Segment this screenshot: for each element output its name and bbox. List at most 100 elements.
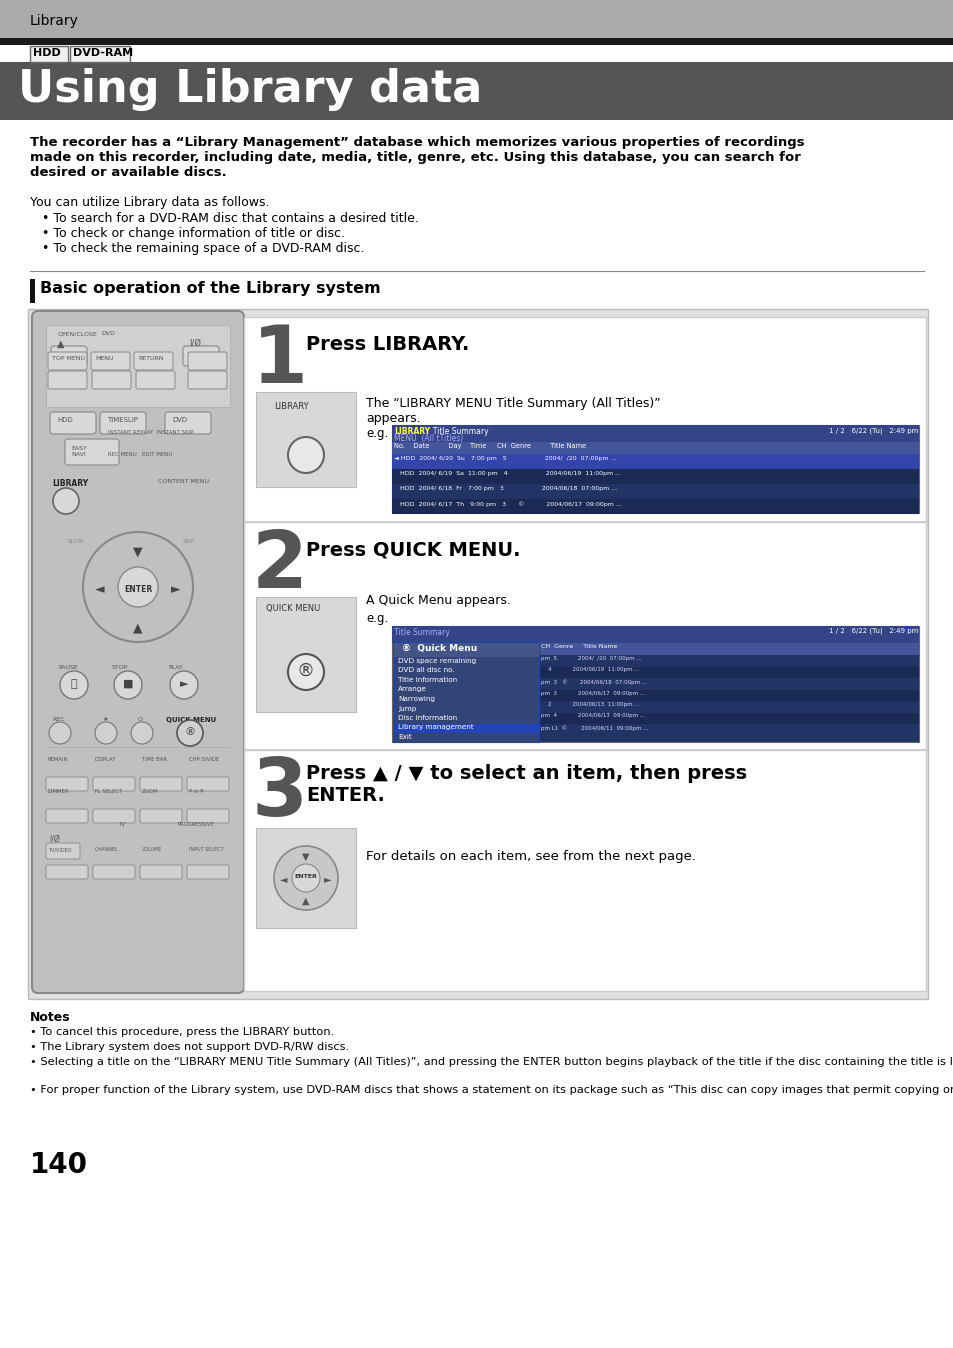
Bar (255, 392, 355, 487)
Text: PROGRESSIVE: PROGRESSIVE (178, 822, 214, 828)
Circle shape (288, 654, 324, 690)
Text: 2            2004/06/13  11:00pm ...: 2 2004/06/13 11:00pm ... (540, 702, 639, 706)
FancyBboxPatch shape (136, 371, 174, 390)
Text: • To cancel this procedure, press the LIBRARY button.: • To cancel this procedure, press the LI… (30, 1027, 334, 1037)
Bar (538, 701, 918, 713)
FancyBboxPatch shape (48, 371, 87, 390)
Text: QUICK MENU: QUICK MENU (266, 604, 320, 613)
Bar (538, 643, 918, 655)
Circle shape (274, 847, 337, 910)
Text: • Selecting a title on the “LIBRARY MENU Title Summary (All Titles)”, and pressi: • Selecting a title on the “LIBRARY MENU… (30, 1057, 953, 1068)
Text: INSTANT REPLAY  INSTANT SKIP: INSTANT REPLAY INSTANT SKIP (108, 430, 193, 435)
Bar (392, 454, 918, 469)
Text: Jump: Jump (397, 705, 416, 712)
FancyBboxPatch shape (92, 865, 135, 879)
Text: • To check the remaining space of a DVD-RAM disc.: • To check the remaining space of a DVD-… (42, 243, 364, 255)
Text: QUICK MENU: QUICK MENU (166, 717, 216, 723)
Text: VOLUME: VOLUME (142, 847, 162, 852)
Text: ENTER: ENTER (294, 874, 317, 879)
Text: Press ▲ / ▼ to select an item, then press
ENTER.: Press ▲ / ▼ to select an item, then pres… (306, 764, 746, 805)
FancyBboxPatch shape (46, 809, 88, 824)
Bar (395, 656, 537, 666)
Text: ◄: ◄ (95, 582, 105, 596)
Text: MENU  (All tTitles): MENU (All tTitles) (394, 434, 463, 443)
FancyBboxPatch shape (140, 865, 182, 879)
Text: DVD all disc no.: DVD all disc no. (397, 667, 455, 674)
Text: ▼: ▼ (302, 852, 310, 861)
Text: ▼: ▼ (133, 545, 143, 558)
FancyBboxPatch shape (188, 352, 227, 369)
Text: Title Summary: Title Summary (428, 427, 488, 435)
Text: ★: ★ (103, 717, 109, 723)
Bar (538, 643, 918, 741)
Text: A Quick Menu appears.: A Quick Menu appears. (366, 594, 511, 607)
FancyBboxPatch shape (140, 776, 182, 791)
Bar (70, 46, 130, 62)
Bar (392, 425, 918, 442)
Text: Exit: Exit (397, 735, 412, 740)
Bar (395, 705, 537, 714)
FancyBboxPatch shape (92, 776, 135, 791)
Text: INPUT SELECT: INPUT SELECT (189, 847, 223, 852)
Text: SLOW: SLOW (68, 539, 84, 545)
Bar (538, 724, 918, 736)
Text: REMAIN: REMAIN (48, 758, 69, 762)
Text: FL SELECT: FL SELECT (95, 789, 122, 794)
Text: Press LIBRARY.: Press LIBRARY. (306, 336, 469, 355)
Text: PLAY: PLAY (168, 665, 183, 670)
Circle shape (288, 437, 324, 473)
Text: ⏸: ⏸ (71, 679, 77, 689)
Text: CHANNEL: CHANNEL (95, 847, 119, 852)
Text: REC MENU   EDIT MENU: REC MENU EDIT MENU (108, 452, 172, 457)
Text: TOP MENU: TOP MENU (52, 356, 85, 361)
Text: Arrange: Arrange (397, 686, 426, 693)
Text: MENU: MENU (95, 356, 113, 361)
Text: LIBRARY: LIBRARY (274, 402, 309, 411)
Circle shape (170, 671, 198, 700)
Circle shape (60, 671, 88, 700)
FancyBboxPatch shape (140, 809, 182, 824)
Text: 1: 1 (252, 322, 308, 400)
Text: pm  3            2004/06/17  09:00pm ...: pm 3 2004/06/17 09:00pm ... (540, 690, 644, 696)
Text: ►: ► (324, 874, 332, 884)
Bar (395, 686, 537, 696)
Text: e.g.: e.g. (366, 427, 388, 439)
FancyBboxPatch shape (51, 346, 87, 367)
Text: HDD  2004/ 6/19  Sa  11:00 pm   4                   2004/06/19  11:00pm ...: HDD 2004/ 6/19 Sa 11:00 pm 4 2004/06/19 … (394, 470, 620, 476)
FancyBboxPatch shape (187, 865, 229, 879)
Text: Basic operation of the Library system: Basic operation of the Library system (40, 280, 380, 297)
Circle shape (95, 723, 117, 744)
Text: I/Ø: I/Ø (49, 834, 60, 844)
FancyBboxPatch shape (46, 842, 80, 859)
Text: Title information: Title information (397, 677, 456, 683)
Text: DVD: DVD (172, 417, 187, 423)
Bar (46, 325, 230, 407)
Bar (538, 689, 918, 701)
Text: ®: ® (184, 727, 195, 737)
Text: O: O (138, 717, 143, 723)
Text: PAUSE: PAUSE (58, 665, 77, 670)
Text: For details on each item, see from the next page.: For details on each item, see from the n… (366, 851, 696, 863)
FancyBboxPatch shape (100, 412, 146, 434)
Text: HDD  2004/ 6/17  Th   9:00 pm   3      ©           2004/06/17  09:00pm ...: HDD 2004/ 6/17 Th 9:00 pm 3 © 2004/06/17… (394, 501, 621, 507)
Text: Using Library data: Using Library data (18, 67, 482, 111)
Text: ENTER: ENTER (124, 585, 152, 594)
Text: LIBRARY: LIBRARY (394, 427, 430, 435)
Circle shape (177, 720, 203, 745)
Text: Disc Information: Disc Information (397, 714, 456, 721)
Text: ▲: ▲ (133, 621, 143, 634)
FancyBboxPatch shape (48, 352, 87, 369)
Text: DVD space remaining: DVD space remaining (397, 658, 476, 665)
Bar (0, 0, 953, 38)
Text: 1 / 2   6/22 (Tu)   2:49 pm: 1 / 2 6/22 (Tu) 2:49 pm (828, 628, 918, 635)
Text: CHP DIVIDE: CHP DIVIDE (189, 758, 219, 762)
Text: Library: Library (30, 13, 79, 28)
Text: Press QUICK MENU.: Press QUICK MENU. (306, 541, 520, 559)
Bar (392, 442, 918, 454)
Text: ►: ► (179, 679, 188, 689)
Text: Narrowing: Narrowing (397, 696, 435, 702)
Text: TV/VIDEO: TV/VIDEO (48, 847, 71, 852)
Text: • For proper function of the Library system, use DVD-RAM discs that shows a stat: • For proper function of the Library sys… (30, 1085, 953, 1095)
Text: Title Summary: Title Summary (394, 628, 450, 638)
Text: Notes: Notes (30, 1011, 71, 1024)
